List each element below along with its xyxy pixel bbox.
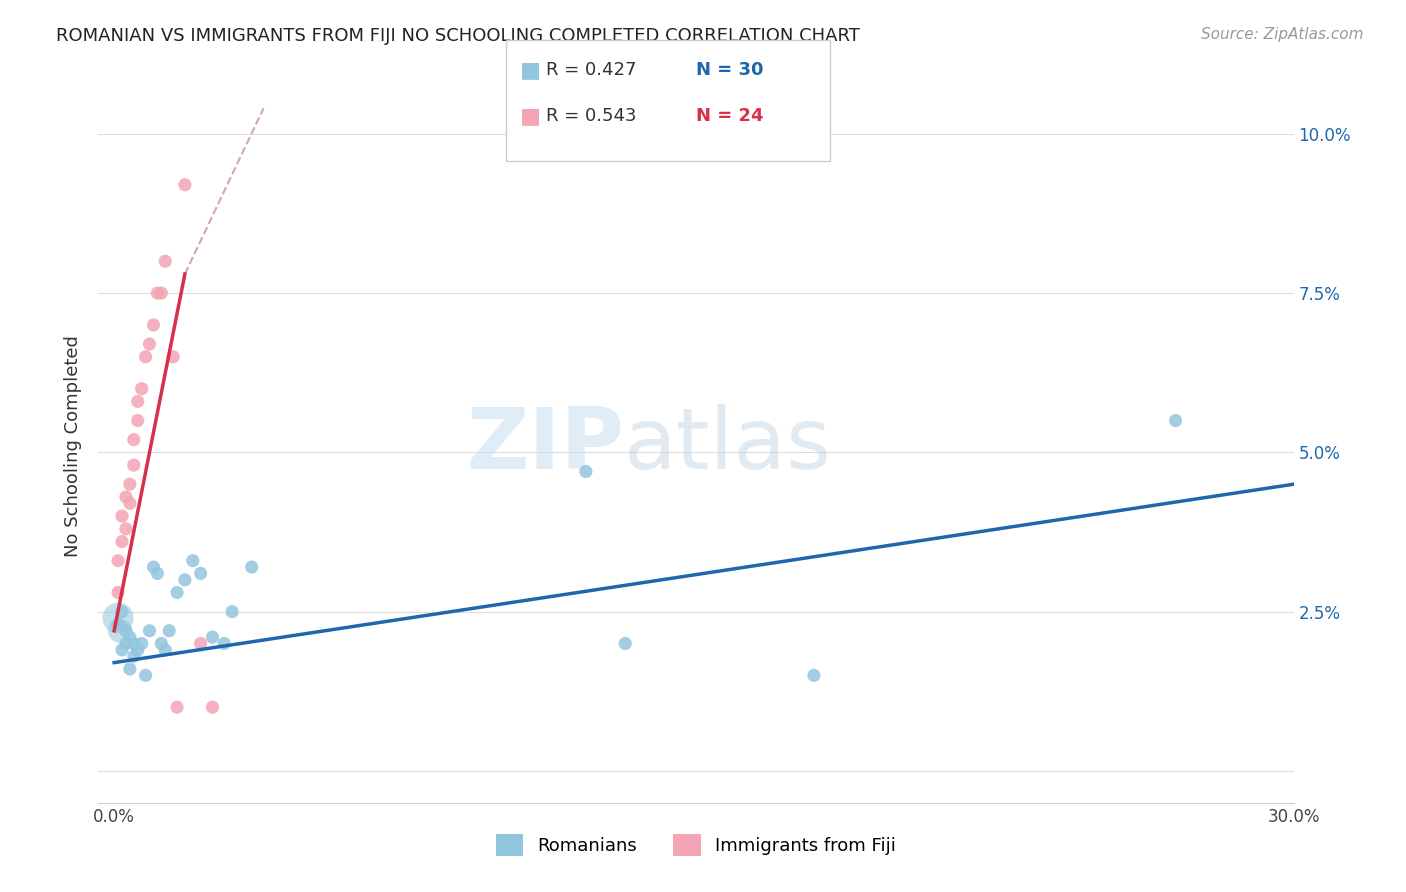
Point (108, 624, 131, 638)
Point (118, 496, 141, 510)
Point (115, 636, 138, 650)
Point (115, 522, 138, 536)
Point (150, 636, 173, 650)
Point (803, 668, 825, 682)
Legend: Romanians, Immigrants from Fiji: Romanians, Immigrants from Fiji (486, 825, 905, 865)
Point (115, 624, 138, 638)
Point (190, 566, 212, 581)
Text: N = 24: N = 24 (696, 107, 763, 125)
Text: R = 0.427: R = 0.427 (546, 62, 636, 79)
Point (201, 630, 224, 644)
Point (150, 286, 173, 301)
Point (138, 337, 160, 351)
Point (122, 649, 145, 664)
Point (107, 554, 129, 568)
Text: N = 30: N = 30 (696, 62, 763, 79)
Point (166, 700, 188, 714)
Point (146, 566, 169, 581)
Point (127, 394, 149, 409)
Point (107, 585, 129, 599)
Point (138, 624, 160, 638)
Point (135, 668, 157, 682)
Point (142, 318, 165, 332)
Point (174, 178, 197, 192)
Text: ■: ■ (520, 106, 541, 126)
Point (575, 465, 598, 479)
Point (131, 382, 153, 396)
Point (190, 636, 212, 650)
Point (122, 458, 145, 472)
Point (118, 662, 141, 676)
Point (107, 617, 129, 632)
Point (142, 560, 165, 574)
Point (157, 624, 180, 638)
Text: atlas: atlas (624, 404, 832, 488)
Point (118, 477, 141, 491)
Point (135, 350, 157, 364)
Point (221, 605, 243, 619)
Point (111, 534, 134, 549)
Point (614, 636, 637, 650)
Point (127, 643, 149, 657)
Point (118, 630, 141, 644)
Text: Source: ZipAtlas.com: Source: ZipAtlas.com (1201, 27, 1364, 42)
Point (111, 509, 134, 524)
Point (111, 605, 134, 619)
Point (146, 286, 169, 301)
Point (131, 636, 153, 650)
Y-axis label: No Schooling Completed: No Schooling Completed (63, 335, 82, 557)
Point (181, 554, 204, 568)
Point (127, 413, 149, 427)
Point (240, 560, 263, 574)
Point (107, 611, 129, 625)
Text: ZIP: ZIP (467, 404, 624, 488)
Point (174, 573, 197, 587)
Text: ROMANIAN VS IMMIGRANTS FROM FIJI NO SCHOOLING COMPLETED CORRELATION CHART: ROMANIAN VS IMMIGRANTS FROM FIJI NO SCHO… (56, 27, 860, 45)
Point (201, 700, 224, 714)
Point (162, 350, 184, 364)
Text: ■: ■ (520, 61, 541, 80)
Point (111, 643, 134, 657)
Point (122, 636, 145, 650)
Point (115, 490, 138, 504)
Text: R = 0.543: R = 0.543 (546, 107, 636, 125)
Point (122, 433, 145, 447)
Point (1164, 413, 1187, 427)
Point (155, 643, 177, 657)
Point (166, 585, 188, 599)
Point (212, 636, 235, 650)
Point (155, 254, 177, 268)
